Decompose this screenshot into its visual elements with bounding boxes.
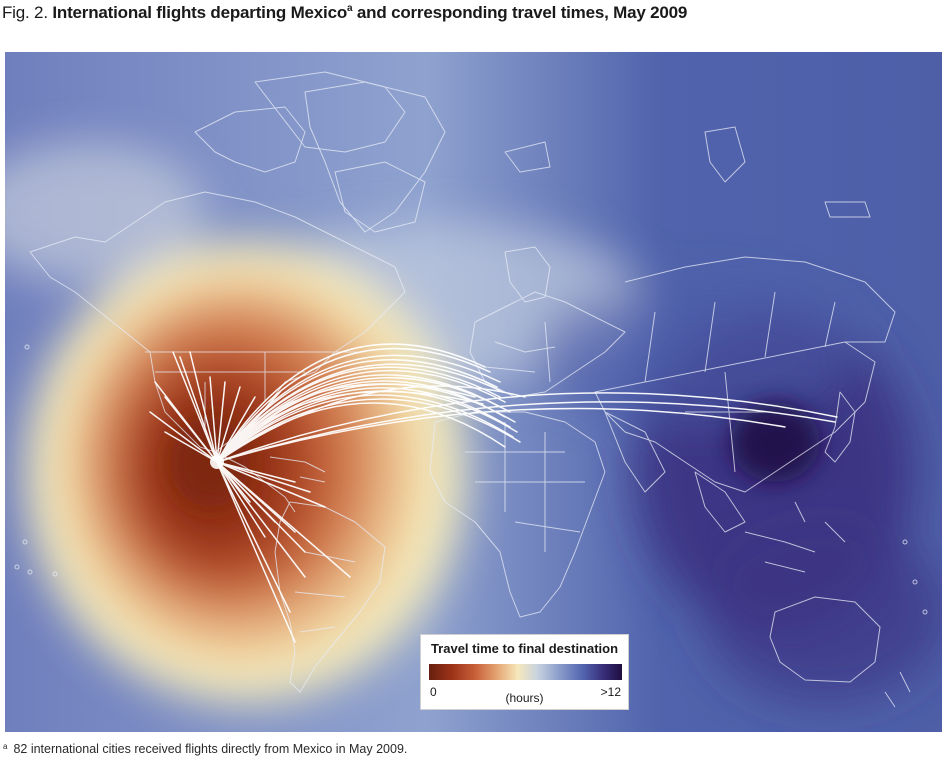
legend-title: Travel time to final destination xyxy=(430,641,619,656)
country-borders xyxy=(14,71,928,708)
legend-color-scale xyxy=(429,664,622,680)
legend-max-label: >12 xyxy=(600,685,621,699)
travel-time-legend: Travel time to final destination 0 (hour… xyxy=(420,634,629,710)
footnote-text: 82 international cities received flights… xyxy=(13,742,408,756)
figure-caption: Fig. 2. International flights departing … xyxy=(2,2,687,24)
legend-unit-label: (hours) xyxy=(505,691,544,705)
legend-min-label: 0 xyxy=(430,685,437,699)
figure-title: International flights departing Mexicoa … xyxy=(52,3,687,22)
figure-title-marker: a xyxy=(347,3,353,14)
flight-routes xyxy=(149,343,838,643)
figure-label: Fig. 2. xyxy=(2,3,48,22)
footnote-marker: a xyxy=(3,742,8,751)
footnote: a 82 international cities received flight… xyxy=(3,742,407,756)
figure-title-suffix: and corresponding travel times, May 2009 xyxy=(352,3,688,22)
figure-title-text: International flights departing Mexico xyxy=(52,3,348,22)
origin-marker xyxy=(210,455,224,469)
world-map xyxy=(5,52,942,732)
